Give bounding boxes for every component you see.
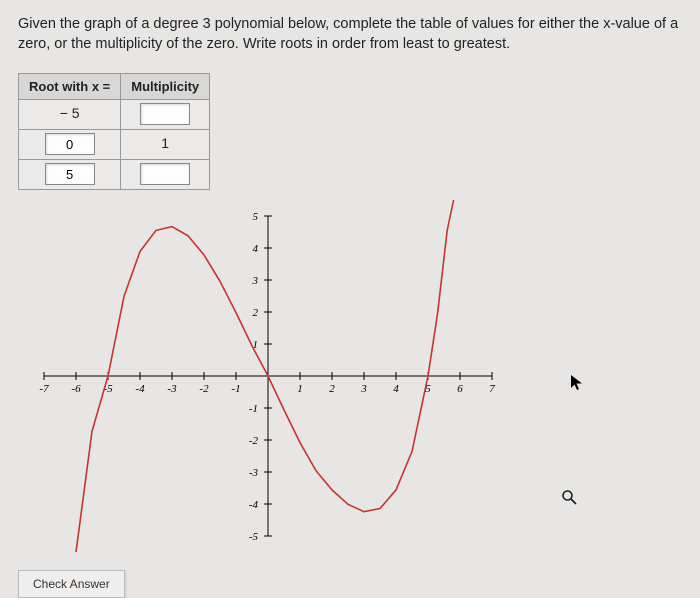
svg-text:-7: -7 — [39, 383, 49, 395]
polynomial-graph: -7-6-5-4-3-2-11234567-5-4-3-2-112345 — [18, 196, 518, 556]
check-answer-button[interactable]: Check Answer — [18, 570, 125, 598]
table-row — [19, 159, 210, 189]
svg-text:-2: -2 — [249, 435, 259, 447]
roots-table: Root with x = Multiplicity − 5 1 — [18, 73, 210, 190]
col-header-mult: Multiplicity — [121, 73, 210, 99]
table-row: − 5 — [19, 99, 210, 129]
svg-text:3: 3 — [252, 275, 259, 287]
svg-text:6: 6 — [457, 383, 463, 395]
svg-text:4: 4 — [393, 383, 399, 395]
svg-text:4: 4 — [253, 243, 259, 255]
col-header-root: Root with x = — [19, 73, 121, 99]
svg-text:7: 7 — [489, 383, 495, 395]
multiplicity-input[interactable] — [140, 103, 190, 125]
svg-text:-1: -1 — [231, 383, 240, 395]
svg-text:5: 5 — [253, 211, 259, 223]
multiplicity-value: 1 — [161, 135, 169, 151]
magnifier-icon — [561, 489, 577, 508]
svg-text:-2: -2 — [199, 383, 209, 395]
svg-text:-6: -6 — [71, 383, 81, 395]
svg-text:-4: -4 — [135, 383, 145, 395]
svg-text:2: 2 — [253, 307, 259, 319]
svg-text:1: 1 — [297, 383, 303, 395]
question-text: Given the graph of a degree 3 polynomial… — [18, 14, 682, 55]
content-area: Root with x = Multiplicity − 5 1 -7 -6 -5 -4… — [18, 73, 682, 598]
root-input[interactable] — [45, 133, 95, 155]
svg-text:-5: -5 — [249, 531, 259, 543]
svg-text:-3: -3 — [249, 467, 259, 479]
multiplicity-input[interactable] — [140, 163, 190, 185]
root-input[interactable] — [45, 163, 95, 185]
svg-text:3: 3 — [360, 383, 367, 395]
root-value: − 5 — [60, 105, 80, 121]
svg-text:-1: -1 — [249, 403, 258, 415]
svg-text:-4: -4 — [249, 499, 259, 511]
svg-text:-3: -3 — [167, 383, 177, 395]
table-row: 1 — [19, 129, 210, 159]
svg-text:2: 2 — [329, 383, 335, 395]
cursor-icon — [569, 373, 587, 396]
